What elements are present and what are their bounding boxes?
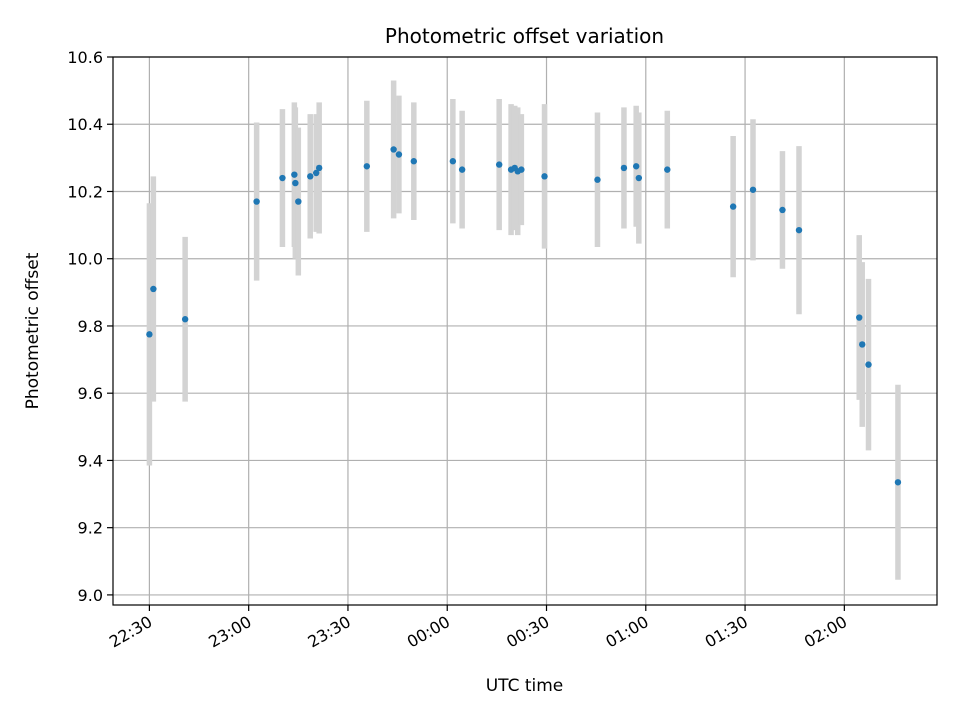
y-tick-label: 9.4 (78, 451, 103, 470)
data-point (279, 174, 286, 182)
data-point (729, 203, 737, 210)
data-point (779, 206, 786, 214)
data-point (363, 163, 371, 170)
data-point (181, 316, 189, 323)
data-point (859, 341, 866, 348)
data-point (150, 285, 157, 293)
data-point (894, 479, 902, 486)
plot-frame (112, 56, 938, 606)
data-point (749, 186, 757, 193)
y-axis-title: Photometric offset (23, 252, 43, 409)
data-points (146, 146, 902, 486)
data-point (292, 179, 299, 187)
y-axis: 9.0 9.2 9.4 9.6 9.8 10.0 10.2 10.4 10.6 (67, 48, 113, 605)
x-axis-title: UTC time (486, 676, 564, 696)
grid (113, 56, 937, 605)
y-tick-label: 9.8 (78, 317, 103, 336)
data-point (518, 166, 525, 173)
data-point (146, 331, 153, 338)
y-tick-label: 10.0 (67, 250, 103, 269)
y-tick-label: 10.2 (67, 182, 103, 201)
data-point (594, 176, 601, 183)
data-point (495, 161, 503, 168)
data-point (458, 166, 466, 173)
data-point (635, 174, 643, 182)
y-tick-label: 9.6 (78, 384, 103, 403)
y-tick-label: 10.4 (67, 115, 103, 134)
data-point (315, 164, 323, 172)
data-point (253, 198, 260, 205)
data-point (307, 173, 314, 180)
data-point (856, 314, 863, 321)
data-point (390, 146, 397, 153)
data-point (632, 163, 640, 170)
chart-title: Photometric offset variation (385, 24, 664, 48)
data-point (312, 169, 320, 177)
data-point (410, 158, 418, 165)
data-point (291, 171, 298, 178)
data-point (295, 198, 302, 205)
data-point (541, 173, 548, 180)
data-point (395, 151, 403, 158)
data-point (664, 166, 671, 173)
data-point (865, 361, 872, 368)
y-tick-label: 9.2 (78, 519, 103, 538)
y-tick-label: 9.0 (78, 586, 103, 605)
data-point (449, 158, 457, 165)
y-tick-label: 10.6 (67, 48, 103, 67)
data-point (795, 226, 803, 234)
data-point (620, 164, 628, 172)
